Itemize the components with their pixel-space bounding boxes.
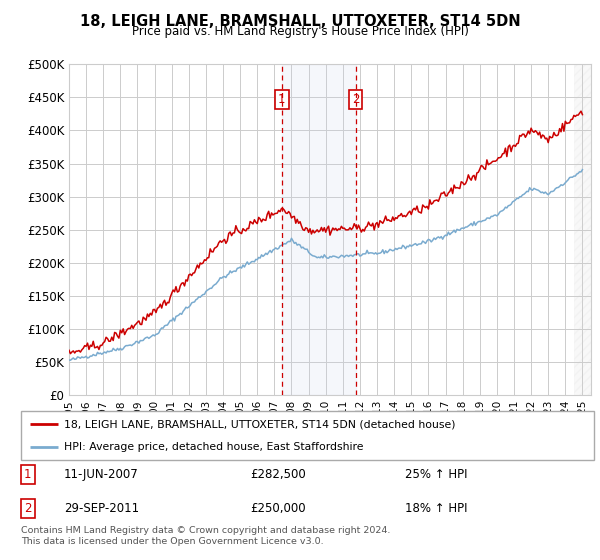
Bar — [282, 64, 356, 395]
Text: Price paid vs. HM Land Registry's House Price Index (HPI): Price paid vs. HM Land Registry's House … — [131, 25, 469, 38]
Text: £282,500: £282,500 — [250, 468, 306, 481]
Text: 1: 1 — [24, 468, 32, 481]
FancyBboxPatch shape — [21, 411, 594, 460]
Text: 2: 2 — [352, 92, 359, 106]
Text: 29-SEP-2011: 29-SEP-2011 — [64, 502, 139, 515]
Text: 25% ↑ HPI: 25% ↑ HPI — [405, 468, 467, 481]
Text: £250,000: £250,000 — [250, 502, 306, 515]
Text: Contains HM Land Registry data © Crown copyright and database right 2024.
This d: Contains HM Land Registry data © Crown c… — [21, 526, 391, 546]
Text: 1: 1 — [278, 92, 286, 106]
Bar — [574, 64, 591, 395]
Text: 11-JUN-2007: 11-JUN-2007 — [64, 468, 139, 481]
Text: 18, LEIGH LANE, BRAMSHALL, UTTOXETER, ST14 5DN (detached house): 18, LEIGH LANE, BRAMSHALL, UTTOXETER, ST… — [64, 419, 455, 430]
Text: 2: 2 — [24, 502, 32, 515]
Text: 18% ↑ HPI: 18% ↑ HPI — [405, 502, 467, 515]
Text: HPI: Average price, detached house, East Staffordshire: HPI: Average price, detached house, East… — [64, 442, 364, 452]
Text: 18, LEIGH LANE, BRAMSHALL, UTTOXETER, ST14 5DN: 18, LEIGH LANE, BRAMSHALL, UTTOXETER, ST… — [80, 14, 520, 29]
